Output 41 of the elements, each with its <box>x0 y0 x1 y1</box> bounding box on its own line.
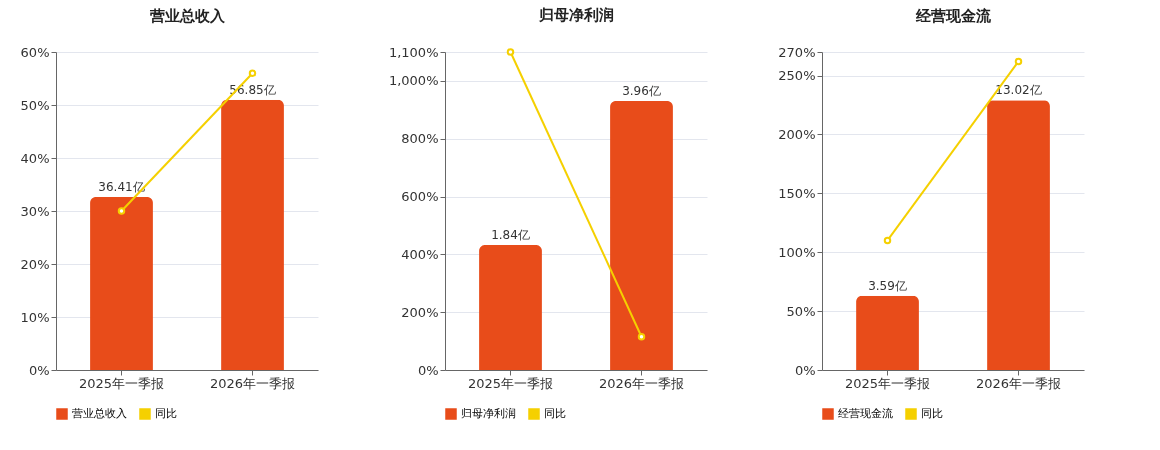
y-tick-label: 250% <box>778 68 816 84</box>
chart-title: 经营现金流 <box>914 7 992 25</box>
x-tick-label: 2026年一季报 <box>209 375 296 391</box>
data-label: 1.84亿 <box>491 227 530 242</box>
legend-label: 同比 <box>155 407 177 420</box>
legend-label: 经营现金流 <box>838 407 893 420</box>
y-tick-label: 50% <box>786 303 816 319</box>
y-tick-label: 1,000% <box>388 73 439 89</box>
data-label: 3.59亿 <box>868 278 907 293</box>
y-tick-label: 270% <box>778 44 816 60</box>
y-tick-label: 800% <box>401 131 439 147</box>
y-tick-label: 20% <box>20 256 50 272</box>
legend-label: 同比 <box>544 407 566 420</box>
data-label: 13.02亿 <box>995 83 1042 98</box>
y-tick-label: 400% <box>401 246 439 262</box>
y-tick-label: 100% <box>778 244 816 260</box>
y-tick-label: 200% <box>778 126 816 142</box>
x-tick-label: 2025年一季报 <box>844 375 931 391</box>
x-tick-label: 2025年一季报 <box>78 375 165 391</box>
y-tick-label: 1,100% <box>388 44 439 60</box>
x-tick-label: 2026年一季报 <box>598 375 685 391</box>
y-tick-label: 0% <box>28 362 50 378</box>
chart-title: 营业总收入 <box>148 7 226 25</box>
y-tick-label: 10% <box>20 309 50 325</box>
y-tick-label: 40% <box>20 150 50 166</box>
data-label: 3.96亿 <box>622 83 661 98</box>
legend-label: 同比 <box>921 407 943 420</box>
data-label: 36.41亿 <box>98 179 145 194</box>
legend-label: 归母净利润 <box>461 407 516 420</box>
chart-title: 归母净利润 <box>537 6 614 25</box>
y-tick-label: 0% <box>794 362 816 378</box>
y-tick-label: 50% <box>20 97 50 113</box>
legend-label: 营业总收入 <box>72 407 127 420</box>
y-tick-label: 0% <box>417 362 439 378</box>
y-tick-label: 150% <box>778 185 816 201</box>
y-tick-label: 600% <box>401 189 439 205</box>
x-tick-label: 2025年一季报 <box>467 375 554 391</box>
y-tick-label: 200% <box>401 304 439 320</box>
x-tick-label: 2026年一季报 <box>975 375 1062 391</box>
y-tick-label: 30% <box>20 203 50 219</box>
y-tick-label: 60% <box>20 44 50 60</box>
